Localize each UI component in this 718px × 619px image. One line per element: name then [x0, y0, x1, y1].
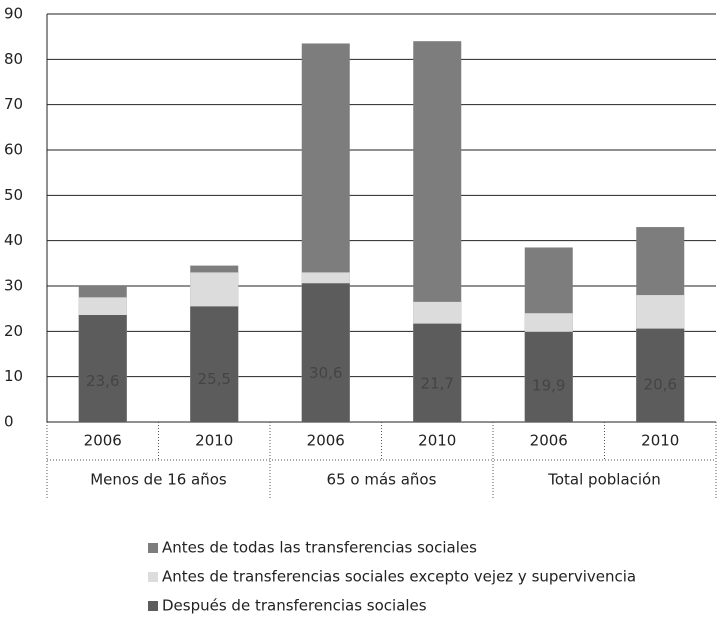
group-label: Menos de 16 años: [90, 471, 227, 489]
x-tick-label: 2010: [195, 432, 233, 450]
legend-label: Después de transferencias sociales: [162, 597, 427, 615]
bar: [636, 328, 685, 422]
bar: [78, 315, 127, 422]
x-tick-label: 2006: [307, 432, 345, 450]
y-tick-label: 10: [4, 367, 23, 385]
x-tick-label: 2006: [84, 432, 122, 450]
bar: [301, 283, 350, 422]
group-label: 65 o más años: [327, 471, 437, 489]
y-tick-label: 60: [4, 141, 23, 159]
data-label: 30,6: [309, 364, 342, 382]
data-label: 20,6: [644, 376, 677, 394]
x-tick-label: 2006: [530, 432, 568, 450]
bar: [413, 323, 462, 422]
y-tick-label: 30: [4, 277, 23, 295]
legend-swatch: [148, 601, 158, 611]
group-label: Total población: [547, 471, 660, 489]
data-label: 23,6: [86, 372, 119, 390]
data-label: 25,5: [198, 370, 231, 388]
data-label: 21,7: [421, 374, 454, 392]
y-tick-label: 80: [4, 50, 23, 68]
data-label: 19,9: [532, 376, 565, 394]
y-tick-label: 50: [4, 186, 23, 204]
bar: [190, 306, 239, 422]
y-tick-label: 40: [4, 231, 23, 249]
x-tick-label: 2010: [641, 432, 679, 450]
y-tick-label: 70: [4, 95, 23, 113]
bar: [524, 331, 573, 422]
x-tick-label: 2010: [418, 432, 456, 450]
legend-swatch: [148, 543, 158, 553]
y-tick-label: 20: [4, 322, 23, 340]
legend-label: Antes de transferencias sociales excepto…: [162, 568, 636, 586]
y-tick-label: 90: [4, 5, 23, 23]
y-tick-label: 0: [4, 413, 14, 431]
legend-label: Antes de todas las transferencias social…: [162, 539, 477, 557]
legend-swatch: [148, 572, 158, 582]
